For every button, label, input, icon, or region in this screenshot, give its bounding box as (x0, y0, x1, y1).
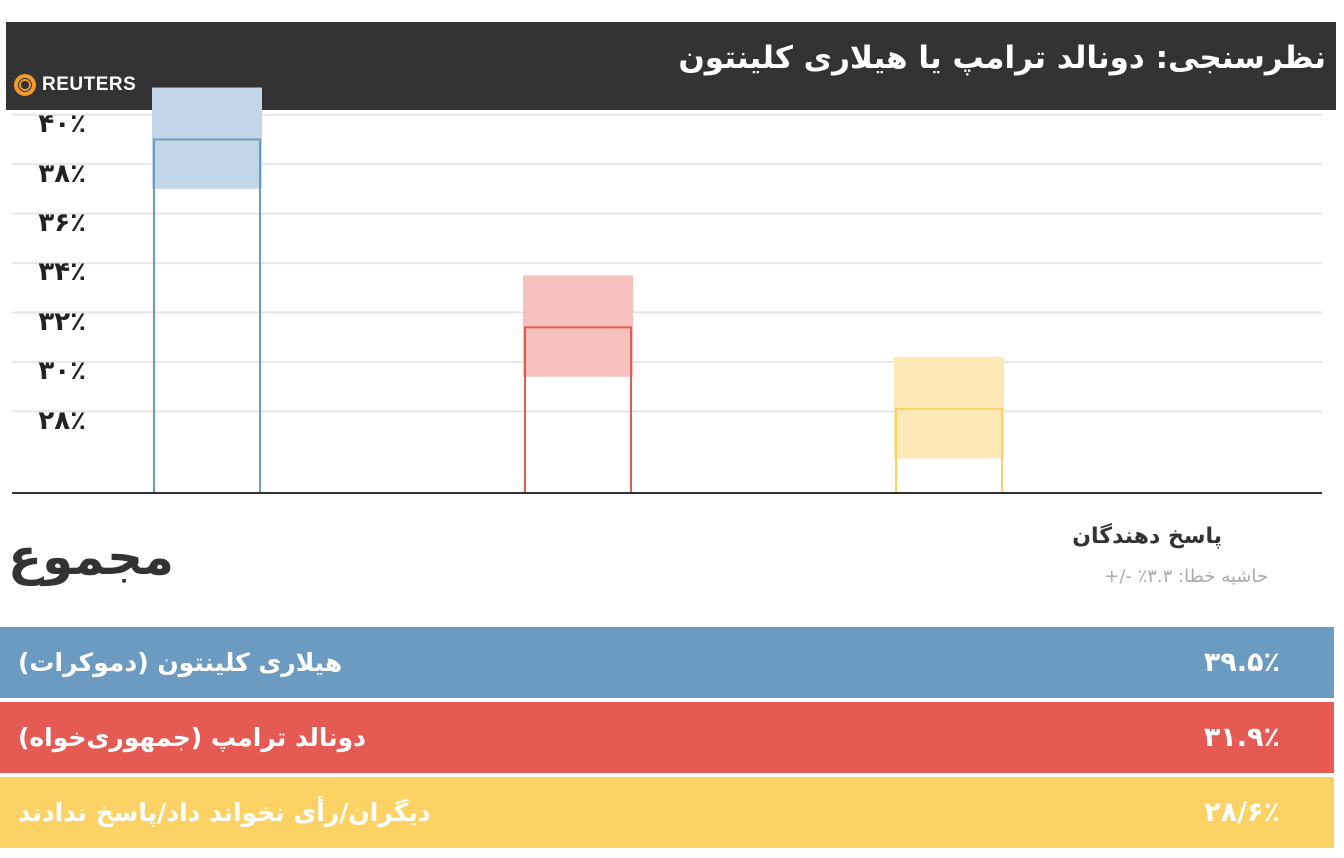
bar (153, 138, 261, 494)
legend-name: دیگران/رأی نخواند داد/پاسخ ندادند (18, 798, 431, 827)
error-band (894, 357, 1004, 459)
reuters-logo: REUTERS (14, 74, 136, 96)
respondents-label: پاسخ دهندگان (1072, 524, 1222, 549)
legend-value: ۳۱.۹٪ (1203, 722, 1280, 753)
y-tick-label: ۳۸٪ (38, 158, 86, 189)
legend-row-trump: دونالد ترامپ (جمهوری‌خواه) ۳۱.۹٪ (0, 702, 1334, 773)
legend-value: ۲۸/۶٪ (1204, 797, 1280, 828)
margin-of-error-label: حاشیه خطا: ۳.۳٪ -/+ (1104, 566, 1268, 587)
error-band (523, 275, 633, 377)
error-band (152, 87, 262, 189)
legend-row-clinton: هیلاری کلینتون (دموکرات) ۳۹.۵٪ (0, 627, 1334, 698)
y-tick-label: ۳۴٪ (38, 257, 86, 288)
y-tick-label: ۲۸٪ (38, 405, 86, 436)
y-tick-label: ۳۲٪ (38, 306, 86, 337)
error-bands (152, 87, 1004, 459)
chart-subtitle: مجموع (8, 528, 175, 586)
reuters-dot-ring-icon (14, 74, 36, 96)
bar-chart (12, 87, 1322, 495)
y-tick-label: ۳۰٪ (38, 356, 86, 387)
legend-name: هیلاری کلینتون (دموکرات) (18, 648, 343, 677)
gridlines (12, 113, 1322, 413)
legend-name: دونالد ترامپ (جمهوری‌خواه) (18, 723, 366, 752)
logo-text: REUTERS (42, 74, 137, 95)
y-tick-label: ۴۰٪ (38, 109, 86, 140)
chart-title: نظرسنجی: دونالد ترامپ یا هیلاری کلینتون (678, 40, 1326, 76)
legend-value: ۳۹.۵٪ (1203, 647, 1280, 678)
y-tick-label: ۳۶٪ (38, 207, 86, 238)
legend-row-others: دیگران/رأی نخواند داد/پاسخ ندادند ۲۸/۶٪ (0, 777, 1334, 848)
